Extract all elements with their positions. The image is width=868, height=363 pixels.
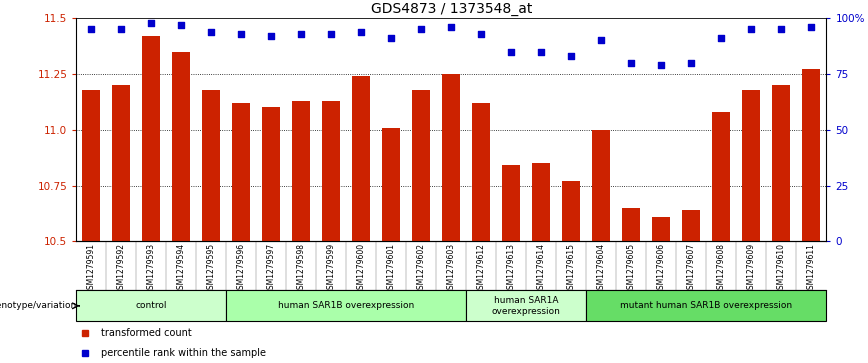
Text: GSM1279603: GSM1279603 [447, 243, 456, 294]
Bar [713, 112, 730, 241]
Point [174, 22, 188, 28]
Text: GSM1279606: GSM1279606 [657, 243, 666, 294]
Text: GSM1279600: GSM1279600 [357, 243, 366, 294]
Point [234, 31, 248, 37]
Point [354, 29, 368, 34]
Point [325, 31, 339, 37]
Bar [622, 208, 641, 241]
Point [205, 29, 219, 34]
Bar [532, 163, 550, 241]
Title: GDS4873 / 1373548_at: GDS4873 / 1373548_at [371, 2, 532, 16]
Point [774, 26, 788, 32]
Bar [352, 76, 371, 241]
Point [564, 53, 578, 59]
Bar [466, 290, 587, 321]
Bar [322, 101, 340, 241]
Text: GSM1279598: GSM1279598 [297, 243, 306, 294]
Point [504, 49, 518, 54]
Text: mutant human SAR1B overexpression: mutant human SAR1B overexpression [621, 301, 792, 310]
Point [805, 24, 819, 30]
Bar [112, 85, 130, 241]
Bar [587, 290, 826, 321]
Point [444, 24, 458, 30]
Text: GSM1279597: GSM1279597 [266, 243, 276, 294]
Text: GSM1279591: GSM1279591 [87, 243, 95, 294]
Bar [653, 217, 670, 241]
Point [475, 31, 489, 37]
Bar [82, 90, 101, 241]
Text: GSM1279595: GSM1279595 [207, 243, 216, 294]
Bar [682, 210, 700, 241]
Point [595, 37, 608, 43]
Text: genotype/variation: genotype/variation [0, 301, 76, 310]
Bar [773, 85, 791, 241]
Bar [412, 90, 431, 241]
Point [84, 26, 98, 32]
Bar [383, 127, 400, 241]
Text: GSM1279605: GSM1279605 [627, 243, 636, 294]
Text: GSM1279610: GSM1279610 [777, 243, 786, 294]
Text: GSM1279607: GSM1279607 [687, 243, 696, 294]
Text: GSM1279602: GSM1279602 [417, 243, 426, 294]
Text: GSM1279612: GSM1279612 [477, 243, 486, 294]
Text: transformed count: transformed count [101, 328, 192, 338]
Point [535, 49, 549, 54]
Bar [202, 90, 220, 241]
Point [265, 33, 279, 39]
Text: GSM1279604: GSM1279604 [597, 243, 606, 294]
Text: control: control [135, 301, 168, 310]
Bar [802, 69, 820, 241]
Text: GSM1279594: GSM1279594 [177, 243, 186, 294]
Bar [443, 74, 460, 241]
Text: human SAR1B overexpression: human SAR1B overexpression [279, 301, 415, 310]
Text: GSM1279601: GSM1279601 [387, 243, 396, 294]
Text: GSM1279615: GSM1279615 [567, 243, 575, 294]
Text: GSM1279609: GSM1279609 [746, 243, 756, 294]
Bar [503, 166, 520, 241]
Point [385, 35, 398, 41]
Bar [562, 181, 581, 241]
Text: GSM1279592: GSM1279592 [117, 243, 126, 294]
Text: GSM1279614: GSM1279614 [536, 243, 546, 294]
Text: GSM1279613: GSM1279613 [507, 243, 516, 294]
Text: GSM1279593: GSM1279593 [147, 243, 156, 294]
Bar [227, 290, 466, 321]
Point [414, 26, 428, 32]
Bar [293, 101, 311, 241]
Bar [742, 90, 760, 241]
Text: GSM1279596: GSM1279596 [237, 243, 246, 294]
Point [294, 31, 308, 37]
Bar [233, 103, 250, 241]
Bar [76, 290, 227, 321]
Point [684, 60, 698, 66]
Text: human SAR1A
overexpression: human SAR1A overexpression [492, 296, 561, 315]
Point [714, 35, 728, 41]
Text: GSM1279611: GSM1279611 [807, 243, 816, 294]
Bar [472, 103, 490, 241]
Text: GSM1279599: GSM1279599 [327, 243, 336, 294]
Bar [142, 36, 161, 241]
Point [745, 26, 759, 32]
Bar [262, 107, 280, 241]
Text: percentile rank within the sample: percentile rank within the sample [101, 347, 266, 358]
Point [115, 26, 128, 32]
Point [624, 60, 638, 66]
Bar [173, 52, 190, 241]
Point [144, 20, 158, 25]
Bar [592, 130, 610, 241]
Text: GSM1279608: GSM1279608 [717, 243, 726, 294]
Point [654, 62, 668, 68]
